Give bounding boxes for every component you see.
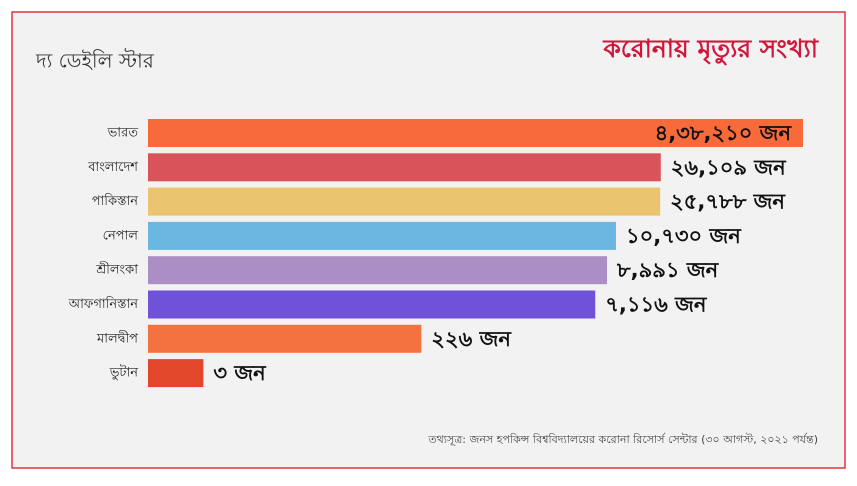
source: তথ্যসূত্র: জনস হপকিন্স বিশ্ববিদ্যালয়ের … xyxy=(427,433,818,446)
bar xyxy=(148,119,803,147)
bar xyxy=(148,153,661,182)
bar xyxy=(148,324,422,353)
value-label: ৮,৯৯১ জন xyxy=(616,258,720,282)
value-label: ৪,৩৮,২১০ জন xyxy=(655,121,793,145)
category-label: মালদ্বীপ xyxy=(96,330,138,346)
value-label: ৭,১১৬ জন xyxy=(605,293,708,317)
bar xyxy=(148,187,661,216)
category-label: ভারত xyxy=(107,126,139,141)
category-label: বাংলাদেশ xyxy=(87,160,138,175)
value-label: ১০,৭৩০ জন xyxy=(626,224,742,248)
value-label: ২৬,১০৯ জন xyxy=(671,155,787,179)
bar xyxy=(148,221,616,250)
chart-title: করোনায় মৃত্যুর সংখ্যা xyxy=(602,34,819,66)
category-label: শ্রীলংকা xyxy=(95,262,138,278)
bar xyxy=(148,290,596,319)
category-label: ভুটান xyxy=(109,365,139,381)
value-label: ২৫,৭৮৮ জন xyxy=(670,190,786,214)
category-label: পাকিস্তান xyxy=(92,193,139,209)
value-label: ২২৬ জন xyxy=(431,327,512,351)
bar xyxy=(148,359,204,388)
category-label: নেপাল xyxy=(103,228,139,243)
logo: দ্য ডেইলি স্টার xyxy=(35,49,155,73)
bar xyxy=(148,256,608,285)
category-label: আফগানিস্তান xyxy=(68,296,139,312)
value-label: ৩ জন xyxy=(213,361,267,385)
